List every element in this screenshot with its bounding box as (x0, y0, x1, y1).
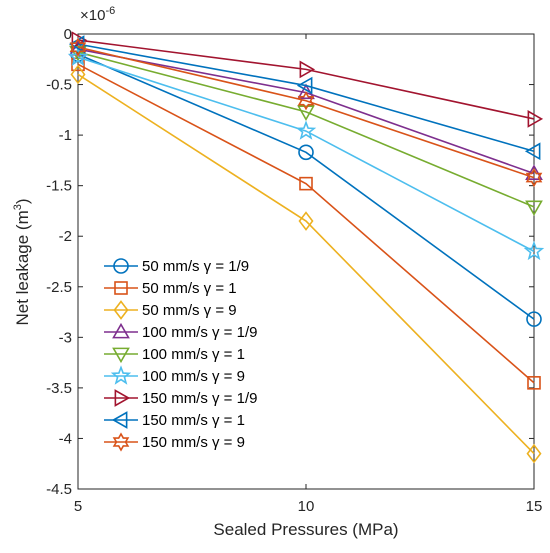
data-point-marker (298, 211, 314, 231)
y-axis-title-main: Net leakage (m (13, 210, 32, 325)
series-2 (71, 57, 541, 390)
legend-marker-swatch (114, 281, 128, 295)
y-tick-label: -4 (59, 430, 72, 447)
data-point-marker (69, 37, 87, 57)
data-point-marker (299, 60, 316, 79)
legend-label: 150 mm/s γ = 1/9 (142, 390, 257, 407)
legend-marker-swatch (112, 432, 130, 452)
legend-item: 100 mm/s γ = 1/9 (104, 322, 257, 341)
x-axis-title: Sealed Pressures (MPa) (213, 520, 398, 539)
y-axis-title: Net leakage (m3) (12, 198, 32, 325)
legend-item: 50 mm/s γ = 9 (104, 300, 237, 320)
legend-item: 150 mm/s γ = 9 (104, 432, 245, 452)
y-tick-label: -3 (59, 329, 72, 346)
series-layer (67, 31, 545, 464)
y-axis-title-unit-power: 3 (12, 204, 24, 210)
legend-label: 100 mm/s γ = 1 (142, 346, 245, 363)
series-line (77, 63, 535, 384)
data-point-marker (298, 144, 314, 161)
data-point-marker (527, 376, 541, 390)
data-point-marker (295, 120, 317, 140)
y-tick-label: -2.5 (46, 279, 72, 296)
y-tick-label: -1.5 (46, 178, 72, 195)
series-9 (69, 37, 543, 188)
axis-ticks (77, 33, 535, 490)
series-line (77, 56, 535, 253)
legend-item: 100 mm/s γ = 9 (104, 365, 245, 385)
legend-marker-swatch (112, 347, 130, 364)
data-point-marker (67, 46, 89, 66)
legend-item: 50 mm/s γ = 1 (104, 280, 237, 297)
legend-marker-swatch (113, 258, 129, 274)
data-point-marker (526, 443, 542, 464)
legend-label: 50 mm/s γ = 9 (142, 302, 237, 319)
data-point-marker (526, 311, 542, 327)
exponent-base: ×10 (80, 7, 105, 24)
data-point-marker (296, 76, 313, 95)
data-point-marker (525, 164, 543, 180)
legend-label: 50 mm/s γ = 1 (142, 280, 237, 297)
series-line (77, 73, 535, 455)
y-tick-label: -2 (59, 228, 72, 245)
series-8 (68, 35, 541, 161)
legend-marker-swatch (114, 389, 131, 407)
data-point-marker (525, 167, 543, 188)
series-line (77, 43, 535, 153)
y-tick-label: -3.5 (46, 380, 72, 397)
data-point-marker (70, 64, 86, 85)
data-point-marker (297, 91, 315, 111)
legend-item: 150 mm/s γ = 1 (104, 411, 245, 429)
y-tick-label: -4.5 (46, 481, 72, 498)
data-point-marker (525, 200, 543, 217)
legend-marker-swatch (112, 322, 130, 339)
data-point-marker (523, 240, 545, 261)
legend: 50 mm/s γ = 1/9 50 mm/s γ = 1 50 mm/s γ = … (104, 258, 257, 452)
legend-marker-swatch (111, 411, 128, 429)
data-point-marker (524, 142, 541, 161)
x-tick-label: 15 (526, 498, 543, 515)
series-line (77, 51, 535, 208)
legend-label: 150 mm/s γ = 1 (142, 412, 245, 429)
series-line (77, 46, 535, 179)
y-tick-label: -1 (59, 127, 72, 144)
legend-item: 150 mm/s γ = 1/9 (104, 389, 257, 407)
series-line (77, 39, 535, 120)
data-point-marker (297, 105, 315, 121)
exponent-label: ×10-6 (80, 5, 115, 24)
series-7 (71, 31, 544, 128)
series-line (77, 53, 535, 320)
legend-label: 50 mm/s γ = 1/9 (142, 258, 249, 275)
y-tick-label: -0.5 (46, 77, 72, 94)
series-6 (67, 46, 545, 261)
exponent-power: -6 (105, 5, 115, 17)
y-axis-title-close: ) (13, 198, 32, 204)
legend-label: 150 mm/s γ = 9 (142, 434, 245, 451)
data-point-marker (527, 110, 544, 128)
y-tick-label: 0 (64, 26, 72, 43)
y-tick-labels: 0 -0.5 -1 -1.5 -2 -2.5 -3 -3.5 -4 -4.5 (46, 26, 72, 498)
series-3 (70, 64, 542, 464)
legend-marker-swatch (110, 365, 132, 385)
legend-label: 100 mm/s γ = 1/9 (142, 324, 257, 341)
x-tick-label: 5 (74, 498, 82, 515)
x-tick-label: 10 (298, 498, 315, 515)
data-point-marker (299, 176, 313, 191)
legend-marker-swatch (113, 300, 129, 320)
legend-item: 100 mm/s γ = 1 (104, 346, 245, 364)
x-tick-labels: 5 10 15 (74, 498, 543, 515)
legend-item: 50 mm/s γ = 1/9 (104, 258, 249, 275)
legend-label: 100 mm/s γ = 9 (142, 368, 245, 385)
